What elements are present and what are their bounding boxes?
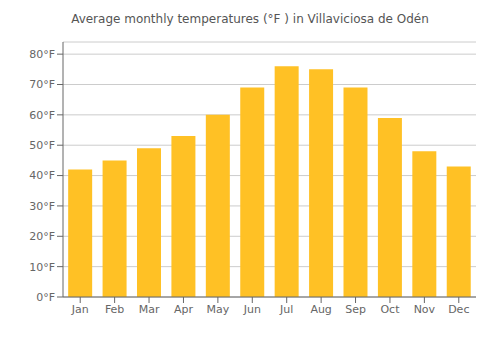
svg-text:20°F: 20°F [29, 230, 55, 243]
svg-text:40°F: 40°F [29, 169, 55, 182]
svg-text:30°F: 30°F [29, 200, 55, 213]
svg-text:Jul: Jul [279, 303, 293, 316]
svg-text:70°F: 70°F [29, 78, 55, 91]
svg-text:Jan: Jan [71, 303, 89, 316]
svg-text:Jun: Jun [243, 303, 261, 316]
svg-text:80°F: 80°F [29, 48, 55, 61]
svg-text:Dec: Dec [448, 303, 469, 316]
svg-text:60°F: 60°F [29, 109, 55, 122]
svg-text:Feb: Feb [105, 303, 124, 316]
svg-text:Apr: Apr [174, 303, 194, 316]
svg-text:Mar: Mar [139, 303, 160, 316]
html-text:Average monthly temperatures (: Average monthly temperatures (°F ) in Vi… [71, 12, 429, 26]
svg-text:Nov: Nov [414, 303, 436, 316]
svg-text:May: May [207, 303, 230, 316]
svg-text:10°F: 10°F [29, 261, 55, 274]
svg-text:50°F: 50°F [29, 139, 55, 152]
svg-text:Aug: Aug [310, 303, 331, 316]
svg-text:Oct: Oct [380, 303, 400, 316]
svg-text:Sep: Sep [345, 303, 366, 316]
svg-text:0°F: 0°F [36, 291, 55, 304]
